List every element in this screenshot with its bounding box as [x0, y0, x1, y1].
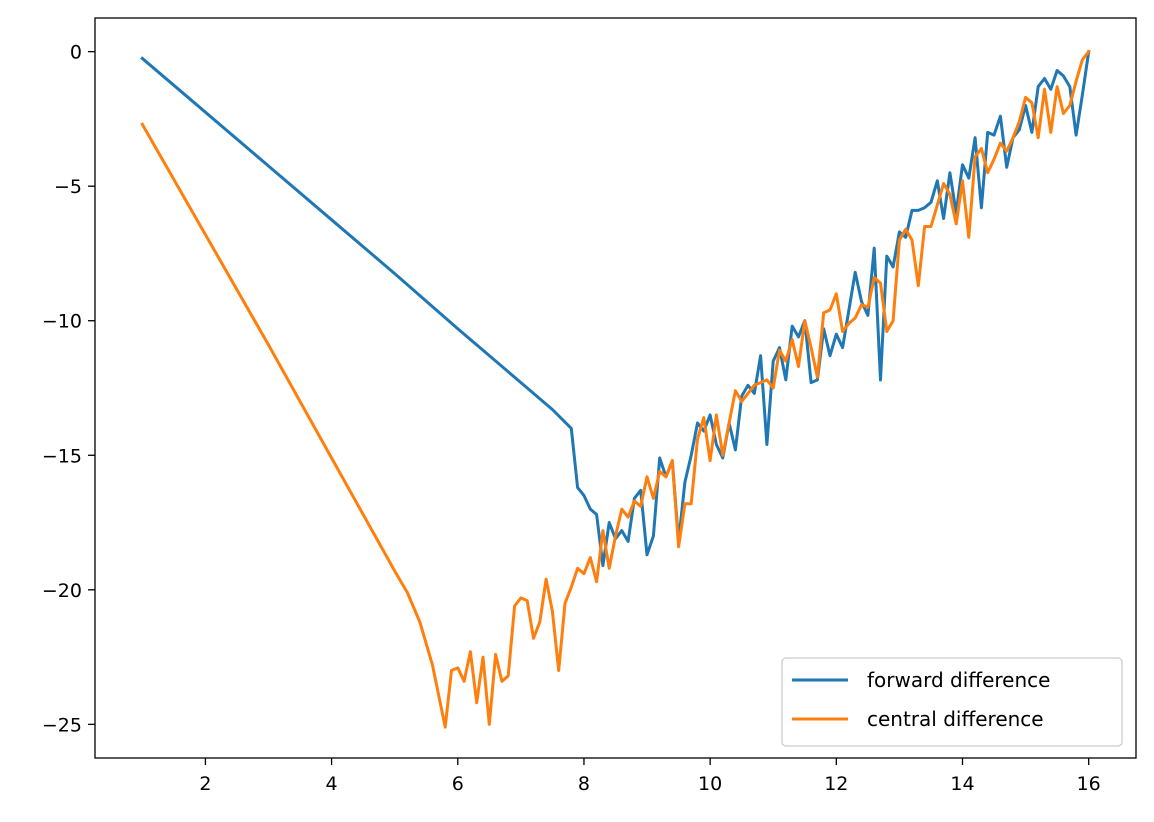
series-layer	[140, 49, 1091, 729]
plot-frame	[94, 17, 1137, 759]
y-tick-label: −5	[54, 176, 82, 198]
y-tick-label: −20	[42, 580, 82, 602]
y-tick-label: −15	[42, 445, 82, 467]
y-tick-label: −25	[42, 714, 82, 736]
x-tick-label: 10	[698, 773, 722, 795]
x-tick-label: 12	[824, 773, 848, 795]
x-tick-label: 2	[199, 773, 211, 795]
series-line-central-difference	[140, 49, 1091, 729]
legend-label-forward: forward difference	[867, 668, 1050, 692]
legend-label-central: central difference	[867, 707, 1044, 731]
legend-box	[781, 657, 1123, 747]
x-tick-label: 14	[950, 773, 974, 795]
x-tick-label: 4	[326, 773, 338, 795]
x-tick-label: 6	[452, 773, 464, 795]
legend: forward difference central difference	[781, 657, 1123, 747]
y-tick-label: 0	[70, 42, 82, 64]
ticks-layer: 2 4 6 8 10 12 14 16 0 −5 −10 −15 −20 −25	[42, 42, 1101, 795]
x-tick-label: 16	[1077, 773, 1101, 795]
x-tick-label: 8	[578, 773, 590, 795]
y-tick-label: −10	[42, 311, 82, 333]
